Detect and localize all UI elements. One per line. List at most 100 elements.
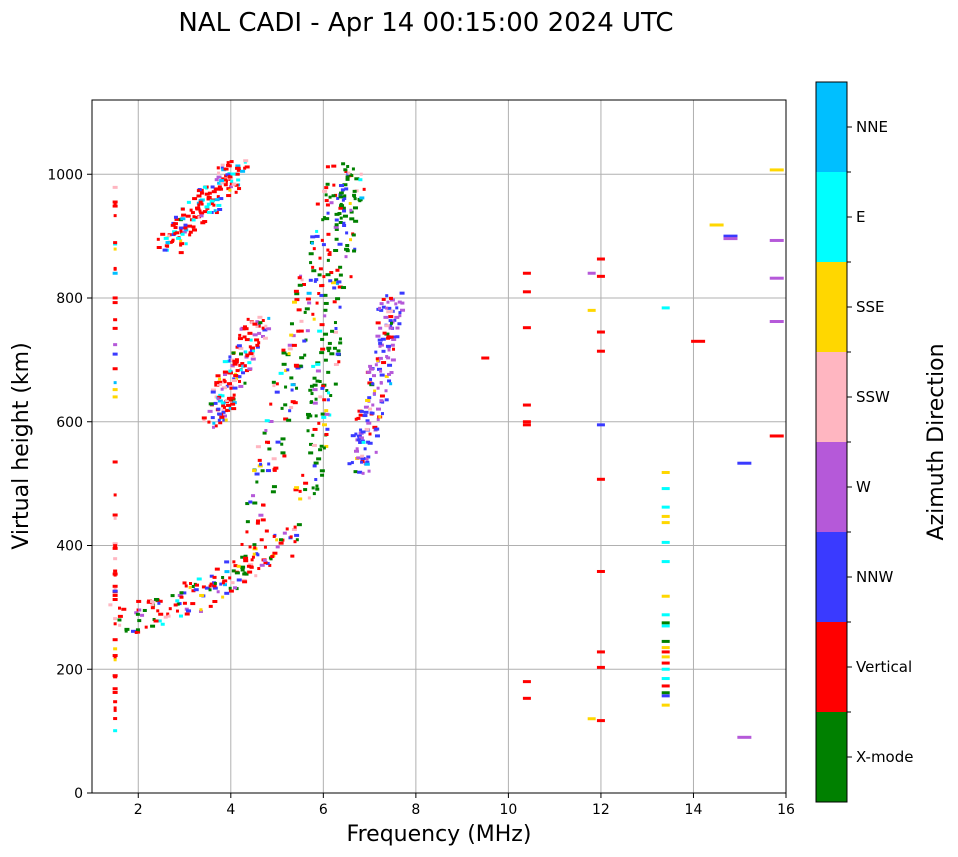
trace-mark — [217, 418, 221, 422]
trace-mark — [379, 302, 384, 306]
trace-mark — [392, 347, 396, 351]
trace-mark — [311, 265, 315, 269]
trace-mark — [374, 363, 378, 367]
trace-mark — [372, 425, 378, 429]
trace-mark — [239, 352, 244, 356]
trace-mark — [265, 469, 271, 473]
colorbar-category-label: NNE — [856, 118, 888, 136]
trace-mark — [275, 538, 279, 542]
trace-mark — [354, 189, 359, 193]
x-axis-label: Frequency (MHz) — [347, 822, 532, 847]
isolated-echo-mark — [596, 665, 605, 669]
trace-mark — [182, 230, 187, 234]
trace-mark — [310, 392, 314, 396]
trace-mark — [232, 377, 236, 381]
trace-mark — [255, 480, 259, 484]
trace-mark — [206, 195, 212, 199]
trace-mark — [214, 381, 220, 385]
trace-mark — [289, 376, 294, 380]
trace-mark — [269, 402, 273, 406]
colorbar-category-label: SSE — [856, 298, 885, 316]
trace-mark — [260, 469, 265, 473]
trace-mark — [334, 223, 339, 227]
trace-mark — [243, 554, 248, 558]
trace-mark — [308, 451, 314, 455]
trace-mark — [239, 327, 243, 331]
trace-mark — [113, 622, 117, 626]
trace-mark — [173, 232, 177, 236]
trace-mark — [375, 357, 379, 361]
isolated-echo-mark — [596, 650, 605, 654]
colorbar-category-label: NNW — [856, 568, 893, 586]
trace-mark — [254, 574, 258, 578]
trace-mark — [153, 597, 159, 601]
isolated-echo-mark — [587, 271, 596, 275]
trace-mark — [134, 630, 138, 634]
isolated-echo-mark — [661, 470, 670, 474]
trace-mark — [112, 271, 118, 275]
trace-mark — [175, 609, 179, 613]
trace-mark — [275, 382, 279, 386]
trace-mark — [259, 563, 265, 567]
trace-mark — [397, 322, 402, 326]
trace-mark — [377, 338, 383, 342]
trace-mark — [198, 209, 202, 213]
trace-mark — [243, 159, 249, 163]
trace-mark — [229, 182, 233, 186]
trace-mark — [229, 386, 233, 390]
trace-mark — [235, 369, 240, 373]
trace-mark — [280, 437, 286, 441]
trace-mark — [326, 248, 330, 252]
trace-mark — [390, 343, 395, 347]
data-marks — [108, 159, 784, 739]
trace-mark — [323, 314, 327, 318]
trace-mark — [367, 441, 373, 445]
trace-mark — [210, 210, 214, 214]
trace-mark — [238, 379, 242, 383]
trace-mark — [228, 358, 233, 362]
trace-mark — [338, 193, 343, 197]
trace-mark — [279, 538, 284, 542]
isolated-echo-mark — [769, 276, 784, 280]
trace-mark — [166, 612, 170, 616]
colorbar-category-label: X-mode — [856, 748, 913, 766]
trace-mark — [315, 369, 321, 373]
trace-mark — [324, 432, 329, 436]
trace-mark — [318, 395, 323, 399]
trace-mark — [212, 203, 216, 207]
trace-mark — [306, 291, 312, 295]
trace-mark — [158, 612, 164, 616]
trace-mark — [312, 492, 316, 496]
plot-frame — [91, 99, 787, 794]
trace-mark — [157, 599, 163, 603]
trace-mark — [315, 484, 319, 488]
trace-mark — [328, 251, 332, 255]
colorbar-frame — [815, 81, 848, 803]
trace-mark — [236, 168, 241, 172]
trace-mark — [359, 428, 363, 432]
trace-mark — [334, 237, 339, 241]
trace-mark — [380, 343, 384, 347]
x-tick-label: 2 — [134, 802, 143, 818]
trace-mark — [336, 349, 341, 353]
trace-mark — [252, 552, 256, 556]
trace-mark — [112, 388, 118, 392]
isolated-echo-mark — [709, 223, 724, 227]
trace-mark — [245, 530, 249, 534]
y-tick-label: 200 — [56, 662, 83, 678]
trace-mark — [249, 349, 254, 353]
trace-mark — [316, 457, 322, 461]
trace-mark — [389, 324, 393, 328]
trace-mark — [214, 211, 219, 215]
trace-mark — [250, 357, 256, 361]
trace-mark — [167, 240, 173, 244]
trace-mark — [189, 218, 193, 222]
trace-mark — [365, 457, 369, 461]
trace-mark — [267, 316, 271, 320]
trace-mark — [365, 460, 370, 464]
trace-mark — [312, 383, 318, 387]
trace-mark — [271, 457, 277, 461]
trace-mark — [180, 232, 185, 236]
trace-mark — [232, 359, 238, 363]
trace-mark — [376, 417, 380, 421]
